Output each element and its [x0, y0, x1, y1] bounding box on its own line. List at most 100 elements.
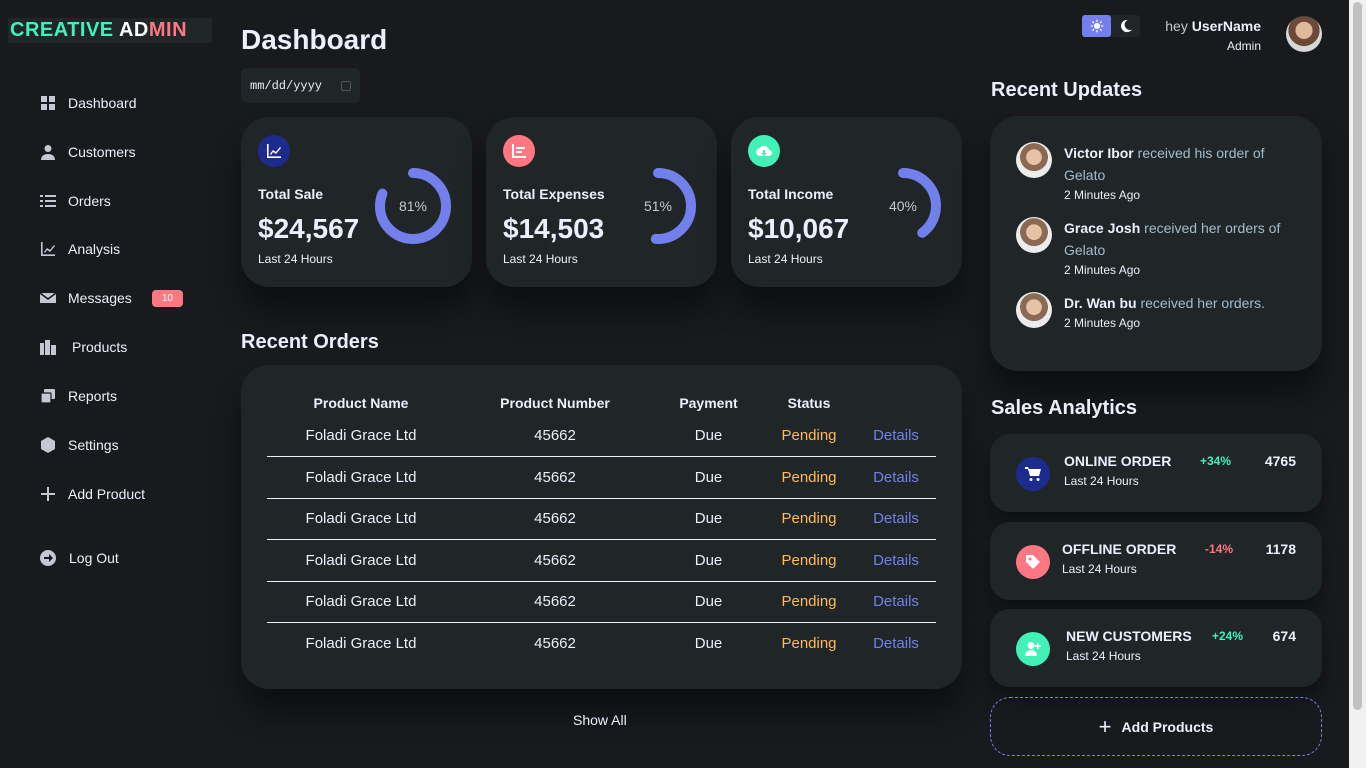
sidebar-item-label: Dashboard: [68, 95, 137, 111]
show-all-link[interactable]: Show All: [573, 712, 627, 728]
sidebar-item-logout[interactable]: Log Out: [38, 549, 119, 567]
analytics-subtitle: Last 24 Hours: [1064, 474, 1139, 488]
sidebar-item-label: Messages: [68, 290, 132, 306]
sidebar-item-label: Orders: [68, 193, 111, 209]
sun-icon[interactable]: [1082, 15, 1111, 37]
status-cell: Pending: [762, 581, 856, 623]
avatar: [1016, 217, 1052, 253]
avatar[interactable]: [1286, 16, 1322, 52]
calendar-icon[interactable]: [341, 80, 351, 91]
analytics-percent: -14%: [1205, 542, 1234, 556]
offline-order-item: OFFLINE ORDER Last 24 Hours -14% 1178: [990, 522, 1322, 600]
details-link[interactable]: Details: [873, 635, 919, 652]
recent-orders-title: Recent Orders: [241, 331, 379, 353]
update-item: Victor Ibor received his order of Gelato…: [1016, 142, 1304, 202]
product-number-cell: 45662: [455, 581, 655, 623]
profile-info: hey UserName Admin: [1165, 18, 1261, 53]
warehouse-icon: [38, 338, 58, 356]
column-header: Status: [787, 395, 831, 411]
update-item: Dr. Wan bu received her orders. 2 Minute…: [1016, 292, 1304, 330]
table-row: Foladi Grace Ltd 45662 Due Pending Details: [267, 498, 936, 540]
recent-updates-panel: Victor Ibor received his order of Gelato…: [990, 116, 1322, 371]
moon-icon[interactable]: [1111, 15, 1140, 37]
brand-logo[interactable]: CREATIVE ADMIN: [8, 18, 212, 43]
analytics-value: 1178: [1265, 541, 1296, 557]
update-name: Grace Josh: [1064, 220, 1141, 236]
update-name: Victor Ibor: [1064, 145, 1134, 161]
scrollbar[interactable]: [1349, 0, 1366, 768]
brand-part1: CREATIVE: [10, 19, 114, 41]
details-link[interactable]: Details: [856, 581, 936, 623]
plus-icon: [38, 485, 58, 503]
update-text: Dr. Wan bu received her orders.: [1064, 292, 1304, 314]
sidebar-item-products[interactable]: Products: [38, 338, 127, 356]
column-header: Payment: [679, 395, 738, 411]
details-link[interactable]: Details: [856, 498, 936, 540]
sidebar-item-label: Customers: [68, 144, 136, 160]
table-row: Foladi Grace Ltd 45662 Due Pending Details: [267, 539, 936, 582]
card-value: $24,567: [258, 213, 360, 244]
details-link[interactable]: Details: [856, 415, 936, 457]
product-number-cell: 45662: [455, 415, 655, 457]
sidebar-item-customers[interactable]: Customers: [38, 143, 136, 161]
add-products-button[interactable]: + Add Products: [990, 697, 1322, 756]
payment-cell: Due: [655, 539, 762, 582]
tag-icon: [1016, 545, 1050, 579]
sidebar-item-settings[interactable]: Settings: [38, 436, 119, 454]
logout-icon: [38, 549, 58, 567]
sidebar-item-add-product[interactable]: Add Product: [38, 485, 145, 503]
sidebar-item-label: Log Out: [69, 550, 119, 566]
date-input[interactable]: mm/dd/yyyy: [241, 68, 360, 103]
online-order-item: ONLINE ORDER Last 24 Hours +34% 4765: [990, 434, 1322, 512]
update-text: Grace Josh received her orders of Gelato: [1064, 217, 1304, 261]
table-row: Foladi Grace Ltd 45662 Due Pending Details: [267, 623, 936, 665]
product-name-cell: Foladi Grace Ltd: [267, 456, 455, 499]
sidebar-item-messages[interactable]: Messages 10: [38, 289, 183, 307]
card-value: $10,067: [748, 213, 850, 244]
progress-percent: 51%: [643, 198, 673, 214]
sidebar-item-label: Settings: [68, 437, 119, 453]
card-subtitle: Last 24 Hours: [258, 252, 333, 266]
payment-cell: Due: [655, 498, 762, 540]
cart-icon: [1016, 457, 1050, 491]
table-row: Foladi Grace Ltd 45662 Due Pending Details: [267, 456, 936, 499]
sidebar-item-orders[interactable]: Orders: [38, 192, 111, 210]
card-subtitle: Last 24 Hours: [748, 252, 823, 266]
analytics-title: ONLINE ORDER: [1064, 453, 1172, 469]
date-placeholder: mm/dd/yyyy: [250, 78, 323, 93]
update-time: 2 Minutes Ago: [1064, 263, 1141, 277]
theme-toggle[interactable]: [1082, 15, 1140, 37]
total-expenses-card: Total Expenses $14,503 Last 24 Hours 51%: [486, 117, 717, 287]
product-name-cell: Foladi Grace Ltd: [267, 539, 455, 582]
sidebar-item-label: Analysis: [68, 241, 121, 257]
update-message: received his order of Gelato: [1064, 145, 1265, 183]
sidebar-item-analysis[interactable]: Analysis: [38, 240, 120, 258]
analytics-subtitle: Last 24 Hours: [1066, 649, 1141, 663]
dashboard-icon: [38, 94, 58, 112]
sidebar-item-label: Reports: [68, 388, 118, 404]
sidebar-item-dashboard[interactable]: Dashboard: [38, 94, 137, 112]
sales-analytics-title: Sales Analytics: [991, 397, 1138, 419]
username: UserName: [1191, 18, 1261, 34]
payment-cell: Due: [655, 456, 762, 499]
settings-icon: [38, 436, 58, 454]
details-link[interactable]: Details: [856, 456, 936, 499]
user-role: Admin: [1226, 39, 1261, 53]
greeting: hey: [1165, 18, 1188, 34]
column-header: Product Name: [313, 395, 409, 411]
scrollbar-thumb[interactable]: [1353, 2, 1362, 710]
new-customers-item: NEW CUSTOMERS Last 24 Hours +24% 674: [990, 609, 1322, 687]
details-link[interactable]: Details: [856, 539, 936, 582]
recent-updates-title: Recent Updates: [991, 79, 1143, 101]
card-title: Total Income: [748, 186, 834, 202]
update-name: Dr. Wan bu: [1064, 295, 1137, 311]
update-message: received her orders of Gelato: [1064, 220, 1281, 258]
sidebar-item-reports[interactable]: Reports: [38, 387, 117, 405]
status-cell: Pending: [781, 635, 837, 652]
avatar: [1016, 142, 1052, 178]
envelope-icon: [38, 289, 58, 307]
status-cell: Pending: [762, 456, 856, 499]
status-cell: Pending: [762, 539, 856, 582]
sidebar-item-label: Add Product: [68, 486, 146, 502]
product-name-cell: Foladi Grace Ltd: [305, 635, 417, 652]
